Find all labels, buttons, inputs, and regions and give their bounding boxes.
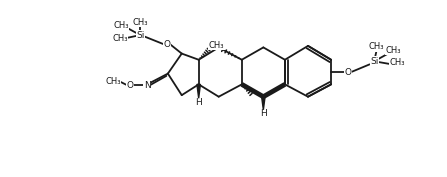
Text: N: N xyxy=(143,81,151,90)
Text: Si: Si xyxy=(370,57,379,66)
Text: H: H xyxy=(195,98,202,107)
Text: CH₃: CH₃ xyxy=(113,21,129,30)
Text: CH₃: CH₃ xyxy=(390,58,405,67)
Text: O: O xyxy=(345,68,351,77)
Text: CH₃: CH₃ xyxy=(132,18,148,27)
Text: O: O xyxy=(127,81,134,90)
Text: CH₃: CH₃ xyxy=(112,34,128,43)
Text: CH₃: CH₃ xyxy=(369,42,384,51)
Text: Si: Si xyxy=(136,31,144,40)
Polygon shape xyxy=(197,84,200,98)
Text: H: H xyxy=(260,109,267,118)
Polygon shape xyxy=(261,97,265,110)
Text: O: O xyxy=(164,40,171,49)
Text: CH₃: CH₃ xyxy=(105,77,121,86)
Text: CH₃: CH₃ xyxy=(209,41,224,50)
Text: CH₃: CH₃ xyxy=(386,46,401,55)
